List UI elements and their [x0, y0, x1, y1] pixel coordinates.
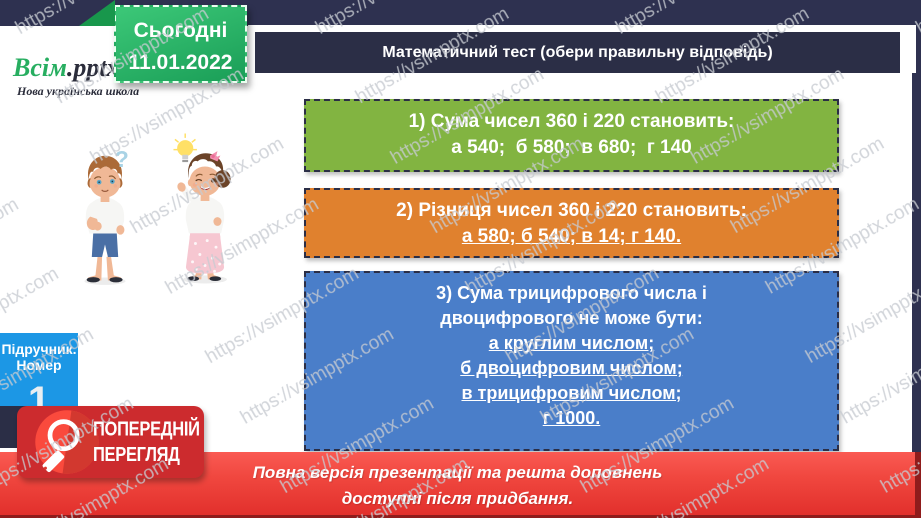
svg-text:?: ? — [115, 146, 129, 172]
